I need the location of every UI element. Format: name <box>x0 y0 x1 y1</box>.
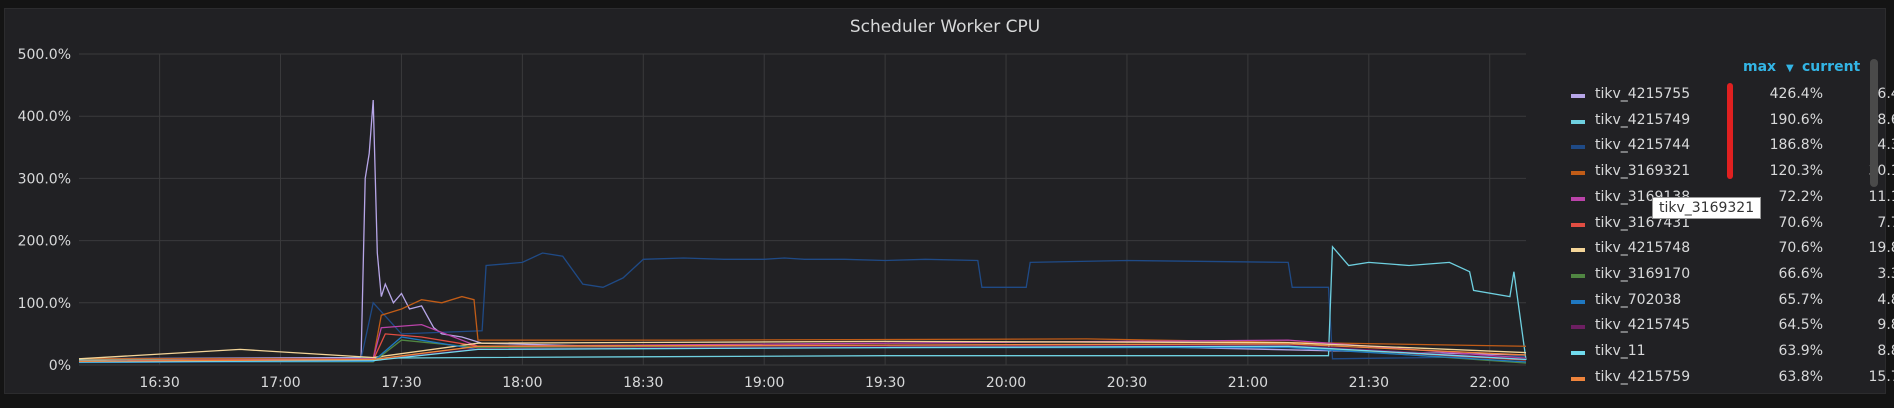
legend-row[interactable]: tikv_3169321 120.3% 30.1% <box>1553 160 1894 185</box>
legend-current-value: 19.8% <box>1868 240 1894 257</box>
legend-row[interactable]: tikv_4215749 190.6% 8.6% <box>1553 109 1894 134</box>
legend-max-value: 64.5% <box>1778 317 1823 334</box>
highlight-marker <box>1727 83 1733 179</box>
legend-max-value: 65.7% <box>1778 291 1823 308</box>
legend-current-value: 30.1% <box>1869 163 1894 180</box>
legend-series-name[interactable]: tikv_702038 <box>1595 291 1682 308</box>
legend-current-value: 14.3% <box>1869 137 1894 154</box>
legend: max ▼ current tikv_4215755426.4%16.4%tik… <box>1553 53 1894 393</box>
series-line-tikv_4215744 <box>78 252 1527 361</box>
legend-series-name[interactable]: tikv_4215759 <box>1595 368 1691 385</box>
legend-current-value: 7.7% <box>1877 214 1894 231</box>
x-tick-label: 19:30 <box>865 375 905 391</box>
chart-title: Scheduler Worker CPU <box>849 17 1041 37</box>
legend-max-value: 66.6% <box>1778 265 1823 282</box>
series-line-tikv_3169138 <box>78 323 1527 362</box>
legend-header-current[interactable]: current <box>1802 59 1861 75</box>
legend-swatch[interactable] <box>1571 351 1585 355</box>
legend-row[interactable]: tikv_4215748 70.6% 19.8% <box>1553 237 1894 262</box>
legend-swatch[interactable] <box>1571 222 1585 227</box>
series-line-tikv_4215759 <box>78 343 1527 362</box>
legend-current-value: 15.7% <box>1868 368 1894 385</box>
y-tick-label: 0% <box>49 358 71 374</box>
legend-current-value: 4.8% <box>1877 291 1894 308</box>
sort-desc-icon: ▼ <box>1786 63 1794 74</box>
legend-max-value: 186.8% <box>1769 137 1823 154</box>
legend-max-value: 70.6% <box>1778 240 1823 257</box>
legend-row[interactable]: tikv_4215744 186.8% 14.3% <box>1553 134 1894 159</box>
y-tick-label: 100.0% <box>18 296 71 312</box>
legend-header-max[interactable]: max <box>1743 59 1777 75</box>
x-tick-label: 20:30 <box>1107 375 1147 391</box>
legend-current-value: 3.3% <box>1877 265 1894 282</box>
legend-row[interactable]: tikv_3169170 66.6% 3.3% <box>1553 263 1894 288</box>
legend-max-value: 72.2% <box>1778 188 1823 205</box>
series-line-tikv_4215749 <box>78 245 1527 361</box>
x-tick-label: 16:30 <box>139 375 179 391</box>
legend-series-name[interactable]: tikv_4215749 <box>1595 111 1691 128</box>
legend-current-value: 8.6% <box>1877 111 1894 128</box>
legend-current-value: 16.4% <box>1869 86 1894 102</box>
legend-series-name[interactable]: tikv_4215745 <box>1595 317 1691 334</box>
series-line-tikv_11 <box>78 345 1527 363</box>
x-tick-label: 21:30 <box>1349 375 1389 391</box>
legend-series-name[interactable]: tikv_3169321 <box>1595 163 1691 180</box>
legend-current-value: 11.1% <box>1868 188 1894 205</box>
x-tick-label: 18:30 <box>623 375 663 391</box>
x-tick-label: 20:00 <box>986 375 1026 391</box>
legend-series-name[interactable]: tikv_4215755 <box>1595 86 1691 102</box>
legend-row[interactable]: tikv_11 63.9% 8.8% <box>1553 340 1894 365</box>
y-tick-label: 300.0% <box>18 171 71 187</box>
legend-series-name[interactable]: tikv_4215744 <box>1595 137 1691 154</box>
legend-max-value: 63.8% <box>1778 368 1823 385</box>
legend-max-value: 63.9% <box>1778 343 1823 359</box>
legend-series-name[interactable]: tikv_11 <box>1595 343 1646 359</box>
legend-swatch[interactable] <box>1571 325 1585 330</box>
legend-swatch[interactable] <box>1571 119 1585 124</box>
legend-max-value: 120.3% <box>1769 163 1823 180</box>
legend-series-name[interactable]: tikv_4215748 <box>1595 240 1691 257</box>
x-tick-label: 18:00 <box>502 375 542 391</box>
legend-tooltip: tikv_3169321 <box>1652 197 1762 219</box>
legend-row[interactable]: tikv_4215755 426.4% 16.4% <box>1553 83 1894 108</box>
legend-swatch[interactable] <box>1571 248 1585 253</box>
legend-current-value: 8.8% <box>1877 343 1894 359</box>
legend-series-name[interactable]: tikv_3169170 <box>1595 265 1691 282</box>
x-tick-label: 19:00 <box>744 375 784 391</box>
legend-swatch[interactable] <box>1571 145 1585 150</box>
legend-swatch[interactable] <box>1571 171 1585 176</box>
legend-max-value: 190.6% <box>1769 111 1823 128</box>
legend-swatch[interactable] <box>1571 299 1585 304</box>
x-tick-label: 21:00 <box>1228 375 1268 391</box>
y-tick-label: 500.0% <box>18 47 71 63</box>
series-line-tikv_4215748 <box>78 340 1527 360</box>
y-tick-label: 200.0% <box>18 234 71 250</box>
x-tick-label: 17:30 <box>381 375 421 391</box>
line-chart[interactable]: 0% 100.0% 200.0% 300.0% 400.0% 500.0% 16:30 17:… <box>5 9 1545 395</box>
y-tick-label: 400.0% <box>18 109 71 125</box>
legend-max-value: 426.4% <box>1769 86 1823 102</box>
legend-current-value: 9.8% <box>1877 317 1894 334</box>
legend-max-value: 70.6% <box>1778 214 1823 231</box>
series-line-tikv_4215755 <box>78 99 1527 360</box>
legend-scrollbar[interactable] <box>1870 59 1878 187</box>
legend-swatch[interactable] <box>1571 376 1585 381</box>
legend-swatch[interactable] <box>1571 196 1585 201</box>
legend-row[interactable]: tikv_702038 65.7% 4.8% <box>1553 289 1894 314</box>
x-tick-label: 17:00 <box>260 375 300 391</box>
chart-panel: Scheduler Worker CPU 0% 100.0% 200.0% 300.0… <box>4 8 1894 395</box>
legend-row[interactable]: tikv_4215759 63.8% 15.7% <box>1553 366 1894 391</box>
x-tick-label: 22:00 <box>1470 375 1510 391</box>
legend-row[interactable]: tikv_4215745 64.5% 9.8% <box>1553 314 1894 339</box>
legend-swatch[interactable] <box>1571 273 1585 278</box>
series-line-tikv_3169321 <box>79 295 1527 360</box>
legend-swatch[interactable] <box>1571 94 1585 98</box>
